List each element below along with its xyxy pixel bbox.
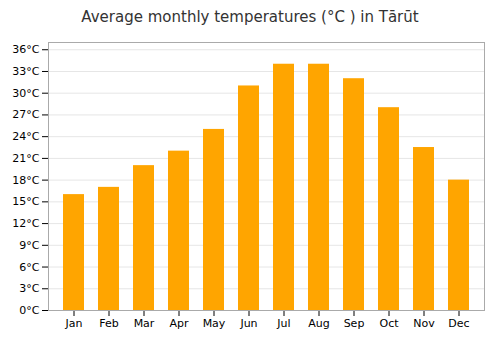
- svg-text:Mar: Mar: [134, 317, 155, 330]
- svg-text:33°C: 33°C: [12, 65, 39, 78]
- svg-text:Feb: Feb: [99, 317, 118, 330]
- svg-text:15°C: 15°C: [12, 195, 39, 208]
- svg-text:36°C: 36°C: [12, 43, 39, 56]
- svg-text:Sep: Sep: [344, 317, 365, 330]
- html-text:Average monthly temperatures (: Average monthly temperatures (°C ) in Tā…: [81, 8, 419, 26]
- svg-text:12°C: 12°C: [12, 217, 39, 230]
- svg-text:Jan: Jan: [65, 317, 83, 330]
- svg-text:Jul: Jul: [276, 317, 290, 330]
- svg-text:0°C: 0°C: [19, 304, 39, 317]
- svg-text:9°C: 9°C: [19, 239, 39, 252]
- svg-text:Jun: Jun: [239, 317, 257, 330]
- svg-text:30°C: 30°C: [12, 87, 39, 100]
- svg-text:27°C: 27°C: [12, 108, 39, 121]
- svg-text:Apr: Apr: [169, 317, 189, 330]
- svg-text:24°C: 24°C: [12, 130, 39, 143]
- svg-text:May: May: [203, 317, 226, 330]
- svg-text:Dec: Dec: [448, 317, 469, 330]
- svg-text:18°C: 18°C: [12, 174, 39, 187]
- svg-text:21°C: 21°C: [12, 152, 39, 165]
- svg-text:3°C: 3°C: [19, 282, 39, 295]
- svg-text:Nov: Nov: [413, 317, 435, 330]
- svg-text:6°C: 6°C: [19, 261, 39, 274]
- svg-text:Oct: Oct: [379, 317, 399, 330]
- svg-text:Aug: Aug: [308, 317, 329, 330]
